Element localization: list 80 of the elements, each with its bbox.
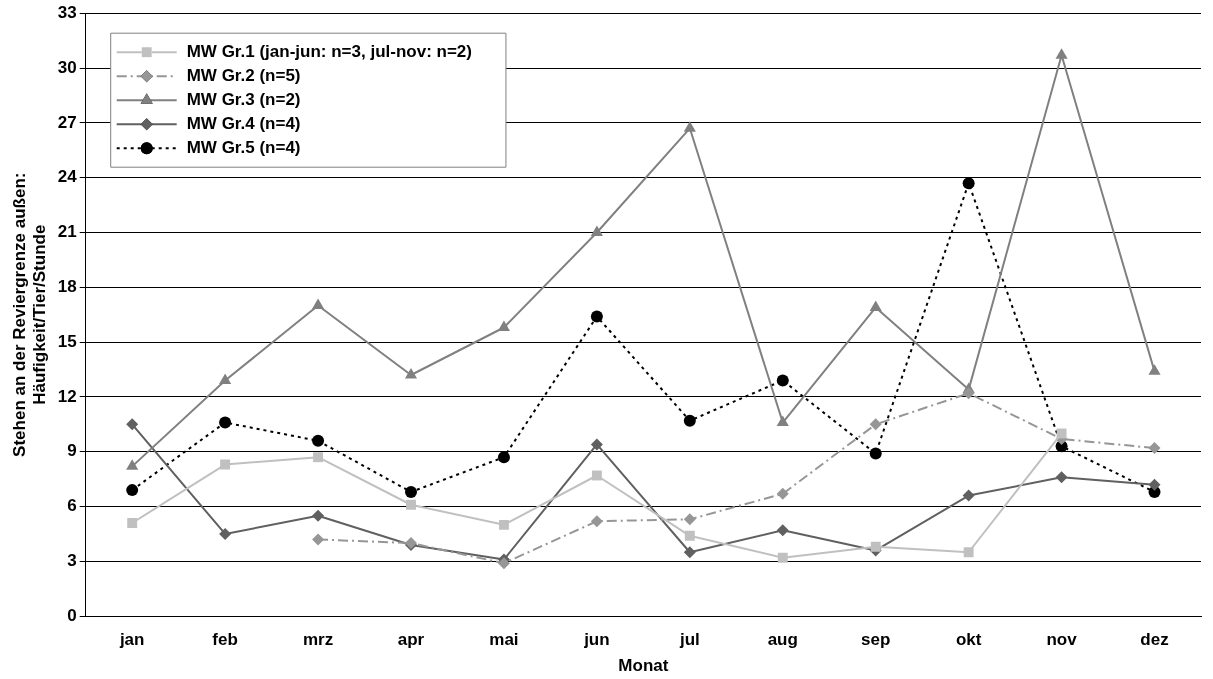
point [313,452,324,463]
legend-label: MW Gr.4 (n=4) [186,113,301,133]
point [776,374,789,387]
x-tick-label: dez [1140,630,1169,650]
x-tick-label: mai [489,630,519,650]
point [777,552,788,563]
point [220,459,231,470]
point [870,541,881,552]
point [498,519,509,530]
x-tick-label: mrz [302,630,334,650]
point [219,416,232,429]
y-tick-label: 3 [67,551,77,571]
point [126,418,139,431]
y-tick-label: 6 [67,496,77,516]
x-tick-label: apr [397,630,425,650]
x-tick-label: jun [583,630,610,650]
point [963,547,974,558]
point [962,387,975,400]
point [1148,478,1161,491]
legend-label: MW Gr.1 (jan-jun: n=3, jul-nov: n=2) [186,41,472,61]
x-tick-label: jul [678,630,700,650]
point [1056,428,1067,439]
x-tick-label: feb [212,630,238,650]
y-tick-label: 21 [57,222,77,242]
point [776,487,789,500]
point [405,485,417,498]
point [869,300,882,311]
y-tick-label: 12 [57,386,77,406]
point [497,451,510,464]
point [590,310,603,323]
point [683,546,696,559]
x-tick-label: aug [767,630,798,650]
point [590,438,603,451]
legend-label: MW Gr.3 (n=2) [186,89,301,109]
legend-label: MW Gr.2 (n=5) [186,65,301,85]
y-tick-label: 27 [57,112,77,132]
point [869,418,882,431]
point [312,298,325,310]
y-tick-label: 30 [57,57,77,77]
x-tick-label: okt [955,630,982,650]
point [776,524,789,537]
point [869,447,882,460]
point [312,509,325,522]
point [497,320,511,331]
point [590,225,603,236]
point [126,459,139,470]
y-tick-label: 33 [57,2,77,22]
point [126,484,139,497]
point [962,489,975,502]
point [590,515,603,528]
point [684,530,695,541]
y-tick-label: 0 [67,605,77,625]
point [312,434,325,447]
point [406,499,416,510]
point [1055,471,1068,484]
point [497,557,510,570]
point [683,414,696,427]
y-tick-label: 24 [57,167,78,187]
point [683,121,696,132]
point [683,513,696,526]
point [591,470,602,481]
point [219,373,232,384]
point [127,518,138,528]
y-tick-label: 18 [57,276,77,296]
x-tick-label: jan [118,630,145,650]
y-axis-title: Stehen an der Reviergrenze außen: Häufigkeit/Tier/Stunde [9,172,50,457]
y-tick-label: 15 [57,331,77,351]
point [1148,442,1161,455]
x-tick-label: nov [1046,630,1078,650]
point [1055,48,1068,59]
point [404,368,418,379]
point [219,527,232,540]
y-tick-label: 9 [67,441,77,461]
point [312,533,325,546]
legend-label: MW Gr.5 (n=4) [186,137,301,157]
point [1148,364,1161,375]
x-tick-label: sep [861,630,891,650]
point [776,415,789,427]
x-axis-title: Monat [618,656,669,676]
point [962,177,975,190]
